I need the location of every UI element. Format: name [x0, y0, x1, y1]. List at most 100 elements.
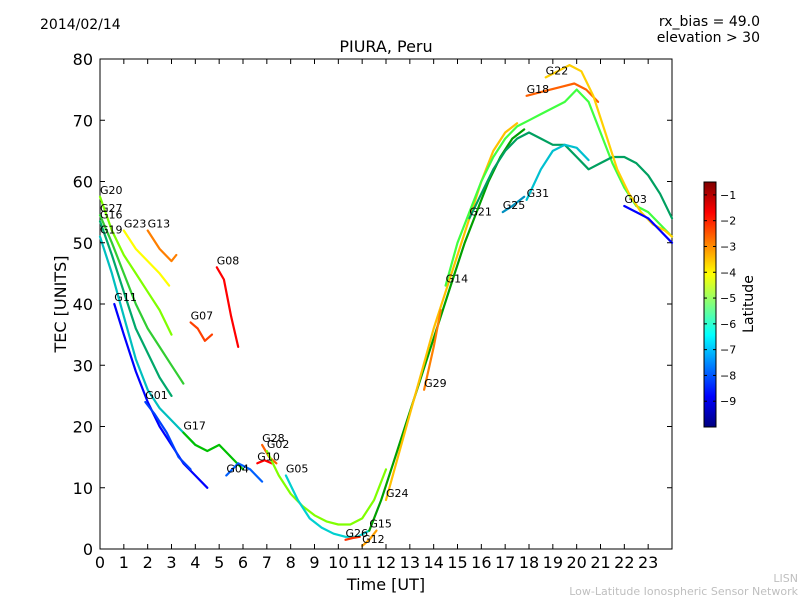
x-tick-label: 10: [328, 553, 348, 572]
x-tick-label: 16: [471, 553, 491, 572]
series-line-g24: [384, 122, 519, 502]
series-line-g22: [544, 63, 674, 238]
series-line-g13: [146, 229, 178, 263]
colorbar-tick-label: −3: [720, 240, 736, 253]
series-line-g31: [525, 143, 590, 201]
series-line-g19: [98, 235, 197, 446]
date-label: 2014/02/14: [40, 17, 121, 33]
x-tick-label: 9: [309, 553, 319, 572]
series-line-g15: [368, 128, 526, 532]
y-tick-label: 10: [73, 479, 93, 498]
series-label-g28: G28: [262, 432, 285, 445]
y-tick-label: 30: [73, 356, 93, 375]
series-label-g20: G20: [100, 184, 123, 197]
x-axis: 0 1 2 3 4 5 6 7 8 9 10 11 12 13 14 15 16 17 18 19 20 21 22 23: [95, 59, 658, 572]
y-tick-label: 80: [73, 50, 93, 69]
series-line-g17: [182, 431, 245, 471]
y-axis: 0 10 20 30 40 50 60 70 80: [73, 50, 672, 559]
series-label-g18: G18: [527, 83, 550, 96]
series-label-g08: G08: [217, 254, 240, 267]
series-line-g20: [98, 195, 173, 336]
series-label-g05: G05: [286, 463, 309, 476]
series-line-g25: [501, 195, 526, 214]
y-axis-label: TEC [UNITS]: [51, 256, 70, 354]
series-line-g29: [423, 309, 442, 391]
series-line-g27: [98, 214, 185, 385]
colorbar-tick-label: −6: [720, 318, 736, 331]
series-label-g10: G10: [257, 450, 280, 463]
x-tick-label: 1: [119, 553, 129, 572]
colorbar-tick-label: −4: [720, 266, 736, 279]
series-line-g21: [468, 131, 674, 220]
x-tick-label: 21: [590, 553, 610, 572]
series-line-g18: [525, 82, 600, 104]
series-line-g16: [98, 220, 173, 397]
series-label-g27: G27: [100, 202, 123, 215]
series-label-g12: G12: [362, 533, 385, 546]
x-tick-label: 15: [447, 553, 467, 572]
y-tick-label: 60: [73, 173, 93, 192]
y-tick-label: 20: [73, 418, 93, 437]
x-tick-label: 2: [143, 553, 153, 572]
series-label-g17: G17: [183, 420, 206, 433]
footer: LISN Low-Latitude Ionospheric Sensor Net…: [569, 572, 798, 598]
series-label-g19: G19: [100, 224, 123, 237]
x-tick-label: 0: [95, 553, 105, 572]
x-tick-label: 18: [519, 553, 539, 572]
series-label-g01: G01: [145, 389, 168, 402]
series-label-g31: G31: [527, 187, 550, 200]
series-line-g23: [122, 229, 171, 287]
colorbar: [703, 181, 717, 428]
y-tick-label: 70: [73, 111, 93, 130]
series-line-g26: [344, 535, 361, 541]
series-label-g24: G24: [386, 487, 409, 500]
series-label-g03: G03: [624, 193, 647, 206]
series-line-g14: [444, 88, 674, 287]
x-tick-label: 11: [352, 553, 372, 572]
y-tick-label: 50: [73, 234, 93, 253]
series-line-g12: [361, 529, 378, 548]
series-layer: [98, 63, 674, 548]
series-label-g13: G13: [148, 218, 171, 231]
series-label-g16: G16: [100, 208, 123, 221]
y-tick-label: 0: [83, 540, 93, 559]
series-label-g02: G02: [267, 438, 290, 451]
x-tick-label: 5: [214, 553, 224, 572]
x-tick-label: 6: [238, 553, 248, 572]
series-label-g22: G22: [546, 64, 569, 77]
series-line-g10: [256, 459, 273, 465]
colorbar-label: Latitude: [741, 275, 757, 333]
series-label-g11: G11: [114, 291, 137, 304]
x-tick-label: 23: [638, 553, 658, 572]
plot-frame: [99, 58, 673, 550]
x-tick-label: 22: [614, 553, 634, 572]
x-tick-label: 7: [262, 553, 272, 572]
series-label-g26: G26: [345, 527, 368, 540]
colorbar-tick-label: −7: [720, 344, 736, 357]
footer-line-1: LISN: [773, 572, 798, 585]
x-tick-label: 3: [166, 553, 176, 572]
colorbar-ticks: −9 −8 −7 −6 −5 −4 −3 −2 −1: [704, 189, 736, 408]
series-line-g11: [113, 302, 209, 489]
x-tick-label: 4: [190, 553, 200, 572]
series-line-g01: [144, 400, 192, 471]
y-tick-label: 40: [73, 295, 93, 314]
series-label-g21: G21: [469, 205, 492, 218]
colorbar-tick-label: −1: [720, 189, 736, 202]
colorbar-tick-label: −9: [720, 395, 736, 408]
chart-title: PIURA, Peru: [339, 37, 432, 56]
series-label-g23: G23: [124, 218, 147, 231]
rx-bias-label: rx_bias = 49.0: [658, 14, 760, 30]
series-line-g08: [215, 266, 240, 348]
series-line-g02: [265, 449, 388, 526]
series-line-g03: [623, 204, 674, 244]
colorbar-tick-label: −5: [720, 292, 736, 305]
series-label-g07: G07: [191, 309, 214, 322]
series-label-g14: G14: [446, 273, 469, 286]
x-tick-label: 8: [286, 553, 296, 572]
series-line-g04: [225, 462, 264, 483]
series-label-g15: G15: [369, 518, 392, 531]
x-tick-label: 12: [376, 553, 396, 572]
bias-info: rx_bias = 49.0 elevation > 30: [657, 14, 760, 46]
